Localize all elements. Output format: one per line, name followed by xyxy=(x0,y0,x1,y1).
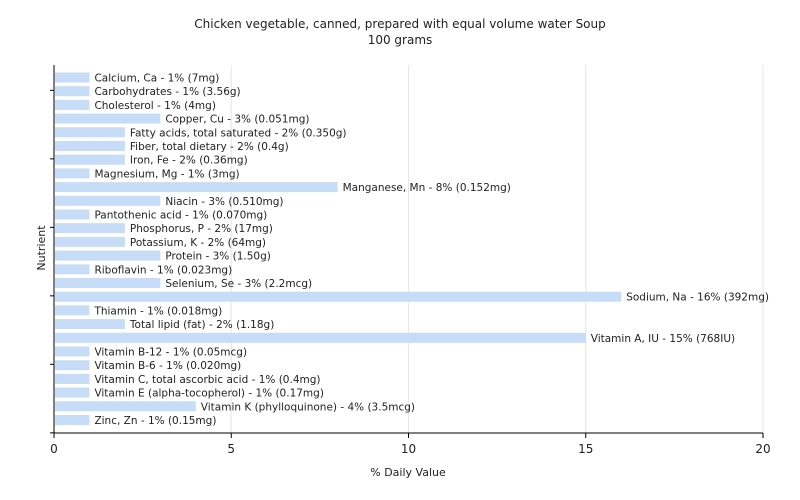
bar-12 xyxy=(55,236,125,247)
x-axis-title: % Daily Value xyxy=(370,466,446,479)
x-tick-label-2: 10 xyxy=(401,442,416,456)
bar-9 xyxy=(55,195,161,206)
bar-label-3: Copper, Cu - 3% (0.051mg) xyxy=(165,114,309,126)
bar-4 xyxy=(55,127,125,138)
bar-label-11: Phosphorus, P - 2% (17mg) xyxy=(130,223,273,235)
bar-label-21: Vitamin B-6 - 1% (0.020mg) xyxy=(94,360,241,372)
bar-label-14: Riboflavin - 1% (0.023mg) xyxy=(94,264,232,276)
x-tick-label-3: 15 xyxy=(578,442,593,456)
bar-20 xyxy=(55,346,90,357)
bars: Calcium, Ca - 1% (7mg)Carbohydrates - 1%… xyxy=(55,72,769,427)
bar-label-24: Vitamin K (phylloquinone) - 4% (3.5mcg) xyxy=(201,401,415,413)
bar-5 xyxy=(55,141,125,151)
bar-label-5: Fiber, total dietary - 2% (0.4g) xyxy=(130,141,289,153)
bar-18 xyxy=(55,319,125,330)
bar-24 xyxy=(55,401,196,412)
bar-22 xyxy=(55,373,90,384)
gridlines xyxy=(230,65,764,433)
bar-label-2: Cholesterol - 1% (4mg) xyxy=(94,100,216,112)
bar-13 xyxy=(55,250,161,261)
bar-label-8: Manganese, Mn - 8% (0.152mg) xyxy=(343,182,511,194)
y-axis-title: Nutrient xyxy=(35,225,48,271)
bar-label-7: Magnesium, Mg - 1% (3mg) xyxy=(94,168,239,180)
bar-label-25: Zinc, Zn - 1% (0.15mg) xyxy=(94,415,216,427)
bar-label-15: Selenium, Se - 3% (2.2mcg) xyxy=(165,278,312,290)
bar-label-16: Sodium, Na - 16% (392mg) xyxy=(626,292,769,304)
bar-label-13: Protein - 3% (1.50g) xyxy=(165,251,271,263)
bar-14 xyxy=(55,264,90,275)
bar-label-1: Carbohydrates - 1% (3.56g) xyxy=(94,86,240,98)
chart-title: Chicken vegetable, canned, prepared with… xyxy=(194,17,606,31)
bar-label-4: Fatty acids, total saturated - 2% (0.350… xyxy=(130,127,347,139)
bar-11 xyxy=(55,223,125,234)
bar-label-20: Vitamin B-12 - 1% (0.05mcg) xyxy=(94,347,247,359)
axes: 0 5 10 15 20 xyxy=(50,65,771,456)
bar-label-12: Potassium, K - 2% (64mg) xyxy=(130,237,266,249)
bar-label-18: Total lipid (fat) - 2% (1.18g) xyxy=(129,319,274,331)
bar-label-17: Thiamin - 1% (0.018mg) xyxy=(93,305,222,317)
chart-subtitle: 100 grams xyxy=(368,33,433,47)
bar-23 xyxy=(55,387,90,398)
bar-0 xyxy=(55,72,90,83)
bar-7 xyxy=(55,168,90,179)
bar-label-0: Calcium, Ca - 1% (7mg) xyxy=(94,73,219,85)
bar-6 xyxy=(55,154,125,165)
bar-label-19: Vitamin A, IU - 15% (768IU) xyxy=(591,333,735,345)
bar-16 xyxy=(55,291,622,302)
bar-label-23: Vitamin E (alpha-tocopherol) - 1% (0.17m… xyxy=(94,388,324,400)
bar-label-6: Iron, Fe - 2% (0.36mg) xyxy=(130,155,248,167)
bar-25 xyxy=(55,415,90,425)
x-tick-label-4: 20 xyxy=(755,442,770,456)
bar-17 xyxy=(55,305,90,316)
bar-1 xyxy=(55,86,90,97)
bar-19 xyxy=(55,332,586,343)
bar-10 xyxy=(55,209,90,220)
x-tick-label-1: 5 xyxy=(227,442,235,456)
bar-label-22: Vitamin C, total ascorbic acid - 1% (0.4… xyxy=(94,374,320,386)
bar-21 xyxy=(55,360,90,371)
bar-label-9: Niacin - 3% (0.510mg) xyxy=(165,196,283,208)
bar-label-10: Pantothenic acid - 1% (0.070mg) xyxy=(94,210,267,222)
bar-3 xyxy=(55,113,161,124)
x-tick-label-0: 0 xyxy=(50,442,58,456)
bar-8 xyxy=(55,182,338,193)
bar-2 xyxy=(55,99,90,110)
bar-15 xyxy=(55,278,161,288)
